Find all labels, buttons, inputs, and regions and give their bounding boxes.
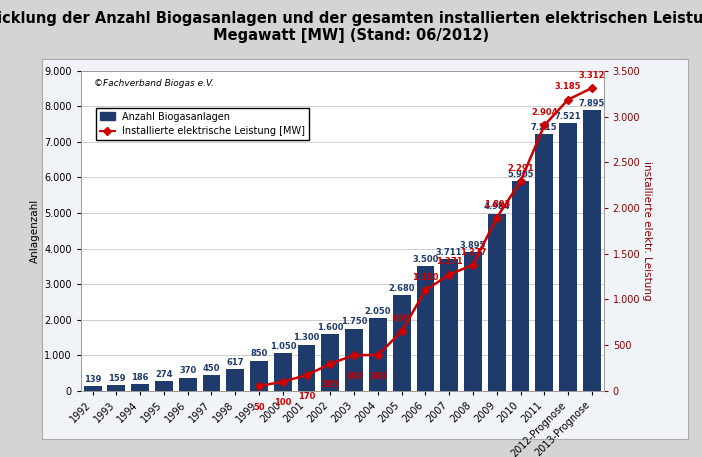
Bar bbox=[298, 345, 315, 391]
Text: 2.680: 2.680 bbox=[388, 284, 415, 293]
Text: 139: 139 bbox=[84, 375, 101, 384]
Text: 274: 274 bbox=[155, 370, 173, 379]
Text: 3.185: 3.185 bbox=[555, 82, 581, 91]
Bar bbox=[322, 334, 339, 391]
Text: 1.377: 1.377 bbox=[460, 248, 486, 256]
Text: Entwicklung der Anzahl Biogasanlagen und der gesamten installierten elektrischen: Entwicklung der Anzahl Biogasanlagen und… bbox=[0, 11, 702, 27]
Text: 1.893: 1.893 bbox=[484, 200, 510, 209]
Text: 3.895: 3.895 bbox=[460, 241, 486, 250]
Bar bbox=[84, 386, 102, 391]
Text: 450: 450 bbox=[203, 364, 220, 372]
Bar bbox=[226, 369, 244, 391]
Text: 370: 370 bbox=[179, 367, 197, 376]
Y-axis label: Anlagenzahl: Anlagenzahl bbox=[30, 199, 40, 263]
Text: 617: 617 bbox=[227, 358, 244, 367]
Text: 7.895: 7.895 bbox=[578, 99, 605, 108]
Legend: Anzahl Biogasanlagen, Installierte elektrische Leistung [MW]: Anzahl Biogasanlagen, Installierte elekt… bbox=[96, 108, 309, 140]
Text: 650: 650 bbox=[393, 314, 411, 323]
Text: 1.600: 1.600 bbox=[317, 323, 343, 332]
Text: 1.271: 1.271 bbox=[436, 257, 463, 266]
Bar bbox=[512, 181, 529, 391]
Text: 295: 295 bbox=[322, 380, 339, 389]
Text: 390: 390 bbox=[369, 372, 387, 381]
Text: 170: 170 bbox=[298, 392, 315, 401]
Bar bbox=[155, 381, 173, 391]
Bar bbox=[536, 134, 553, 391]
Text: 2.291: 2.291 bbox=[508, 164, 534, 173]
Bar bbox=[107, 385, 125, 391]
Bar bbox=[392, 296, 411, 391]
Bar bbox=[559, 123, 577, 391]
Text: 3.711: 3.711 bbox=[436, 248, 463, 257]
Text: 1.050: 1.050 bbox=[270, 342, 296, 351]
Bar bbox=[274, 353, 292, 391]
Text: Megawatt [MW] (Stand: 06/2012): Megawatt [MW] (Stand: 06/2012) bbox=[213, 28, 489, 43]
Bar bbox=[369, 318, 387, 391]
Text: ©Fachverband Biogas e.V.: ©Fachverband Biogas e.V. bbox=[94, 79, 214, 88]
Text: 1.300: 1.300 bbox=[293, 334, 319, 342]
Text: 1.100: 1.100 bbox=[412, 273, 439, 282]
Y-axis label: installierte elektr. Leistung: installierte elektr. Leistung bbox=[642, 161, 651, 301]
Text: 3.312: 3.312 bbox=[578, 71, 605, 80]
Text: 390: 390 bbox=[345, 372, 363, 381]
Bar bbox=[583, 110, 601, 391]
Bar bbox=[250, 361, 268, 391]
Text: 4.984: 4.984 bbox=[484, 202, 510, 212]
Text: 850: 850 bbox=[251, 350, 267, 358]
Bar bbox=[440, 259, 458, 391]
Bar bbox=[416, 266, 435, 391]
Text: 1.750: 1.750 bbox=[341, 318, 367, 326]
Text: 100: 100 bbox=[274, 398, 291, 407]
Text: 186: 186 bbox=[131, 373, 149, 382]
Bar bbox=[179, 377, 197, 391]
Bar bbox=[488, 213, 505, 391]
Bar bbox=[464, 252, 482, 391]
Text: 2.050: 2.050 bbox=[364, 307, 391, 316]
Text: 7.215: 7.215 bbox=[531, 123, 557, 132]
Text: 3.500: 3.500 bbox=[412, 255, 439, 264]
Text: 50: 50 bbox=[253, 403, 265, 412]
Text: 5.905: 5.905 bbox=[508, 170, 534, 179]
Bar bbox=[131, 384, 149, 391]
Bar bbox=[345, 329, 363, 391]
Text: 159: 159 bbox=[107, 374, 125, 383]
Text: 2.904: 2.904 bbox=[531, 108, 557, 117]
Text: 7.521: 7.521 bbox=[555, 112, 581, 121]
Bar bbox=[203, 375, 220, 391]
